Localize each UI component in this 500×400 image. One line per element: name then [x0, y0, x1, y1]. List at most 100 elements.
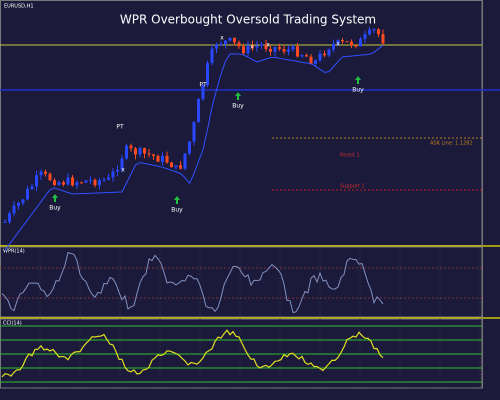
candle-body	[165, 155, 169, 163]
candle-body	[381, 34, 385, 44]
candle-body	[210, 48, 214, 63]
ask-label: ASK Line: 1.1282	[430, 141, 473, 147]
candle-body	[336, 40, 340, 44]
candle-body	[183, 153, 187, 169]
candle-body	[152, 154, 155, 156]
candle-body	[332, 43, 335, 50]
candle-body	[62, 182, 65, 185]
candle-body	[129, 145, 133, 149]
oscillator-line	[1, 251, 384, 314]
candle-body	[179, 165, 182, 169]
exit-mark: x	[266, 42, 270, 49]
cci-line	[1, 329, 384, 378]
candle-body	[372, 29, 376, 31]
candle-body	[116, 169, 119, 172]
cci-label: CCI(14)	[3, 321, 22, 327]
candle-body	[53, 180, 56, 185]
candle-body	[39, 171, 43, 176]
candle-body	[359, 38, 362, 47]
exit-mark: x	[336, 41, 340, 48]
candle-body	[138, 148, 142, 155]
candle-body	[30, 186, 34, 190]
candle-body	[350, 41, 353, 46]
moving-average	[4, 44, 384, 251]
candle-body	[192, 122, 196, 142]
candle-body	[251, 45, 254, 48]
exit-mark: x	[121, 167, 125, 174]
buy-label: Buy	[49, 205, 61, 212]
candle-body	[264, 44, 268, 49]
candle-body	[341, 40, 344, 42]
candle-body	[255, 45, 259, 48]
candle-body	[21, 199, 25, 203]
candle-body	[309, 56, 313, 64]
candle-body	[188, 141, 191, 154]
exit-mark: x	[250, 44, 254, 51]
candle-body	[260, 44, 263, 46]
candle-body	[26, 189, 29, 200]
candle-body	[75, 182, 79, 186]
candle-body	[71, 177, 74, 186]
candle-body	[98, 180, 101, 186]
candle-body	[102, 179, 106, 181]
candle-body	[368, 29, 371, 35]
candle-body	[120, 158, 124, 170]
candle-body	[44, 171, 47, 174]
candle-body	[300, 55, 304, 57]
candle-body	[111, 171, 115, 178]
resist-label: Resist 1	[340, 153, 360, 159]
candle-body	[3, 221, 7, 223]
candle-body	[354, 45, 358, 47]
candle-body	[282, 48, 286, 52]
candle-body	[48, 173, 52, 181]
candle-body	[291, 46, 295, 50]
candle-body	[377, 29, 380, 35]
candle-body	[170, 162, 173, 168]
buy-label: Buy	[232, 103, 244, 110]
candle-body	[269, 48, 272, 52]
candle-body	[323, 53, 326, 56]
candle-body	[93, 179, 97, 186]
candle-body	[345, 41, 349, 43]
candle-body	[363, 34, 367, 39]
candle-body	[80, 182, 83, 184]
candle-body	[206, 62, 209, 85]
candle-body	[89, 179, 92, 181]
buy-arrow	[52, 194, 58, 202]
candle-body	[219, 44, 223, 46]
candle-body	[156, 155, 160, 162]
candle-body	[125, 145, 128, 159]
candle-body	[296, 46, 299, 57]
candle-body	[147, 153, 151, 155]
candle-body	[233, 37, 236, 43]
candle-body	[287, 49, 290, 52]
candle-body	[35, 175, 38, 187]
buy-arrow	[174, 196, 180, 204]
candle-body	[318, 53, 322, 61]
candle-body	[246, 45, 250, 54]
candle-body	[273, 47, 277, 52]
buy-arrow	[355, 76, 361, 84]
buy-arrow	[235, 92, 241, 100]
symbol-label: EURUSD,H1	[4, 4, 34, 10]
candle-body	[242, 46, 245, 54]
pt-label: PT	[116, 124, 124, 131]
candle-body	[228, 37, 232, 41]
candle-body	[174, 165, 178, 168]
chart-title: WPR Overbought Oversold Trading System	[120, 13, 376, 27]
candle-body	[278, 47, 281, 49]
candle-body	[107, 177, 110, 180]
candle-body	[224, 40, 227, 45]
candle-body	[197, 98, 200, 123]
candle-body	[237, 42, 241, 47]
candle-body	[161, 155, 164, 162]
buy-label: Buy	[352, 87, 364, 94]
candle-body	[8, 213, 11, 222]
candle-body	[66, 177, 70, 185]
candle-body	[215, 44, 218, 49]
candle-body	[327, 49, 331, 56]
oscillator-label: WPR(14)	[3, 249, 25, 255]
